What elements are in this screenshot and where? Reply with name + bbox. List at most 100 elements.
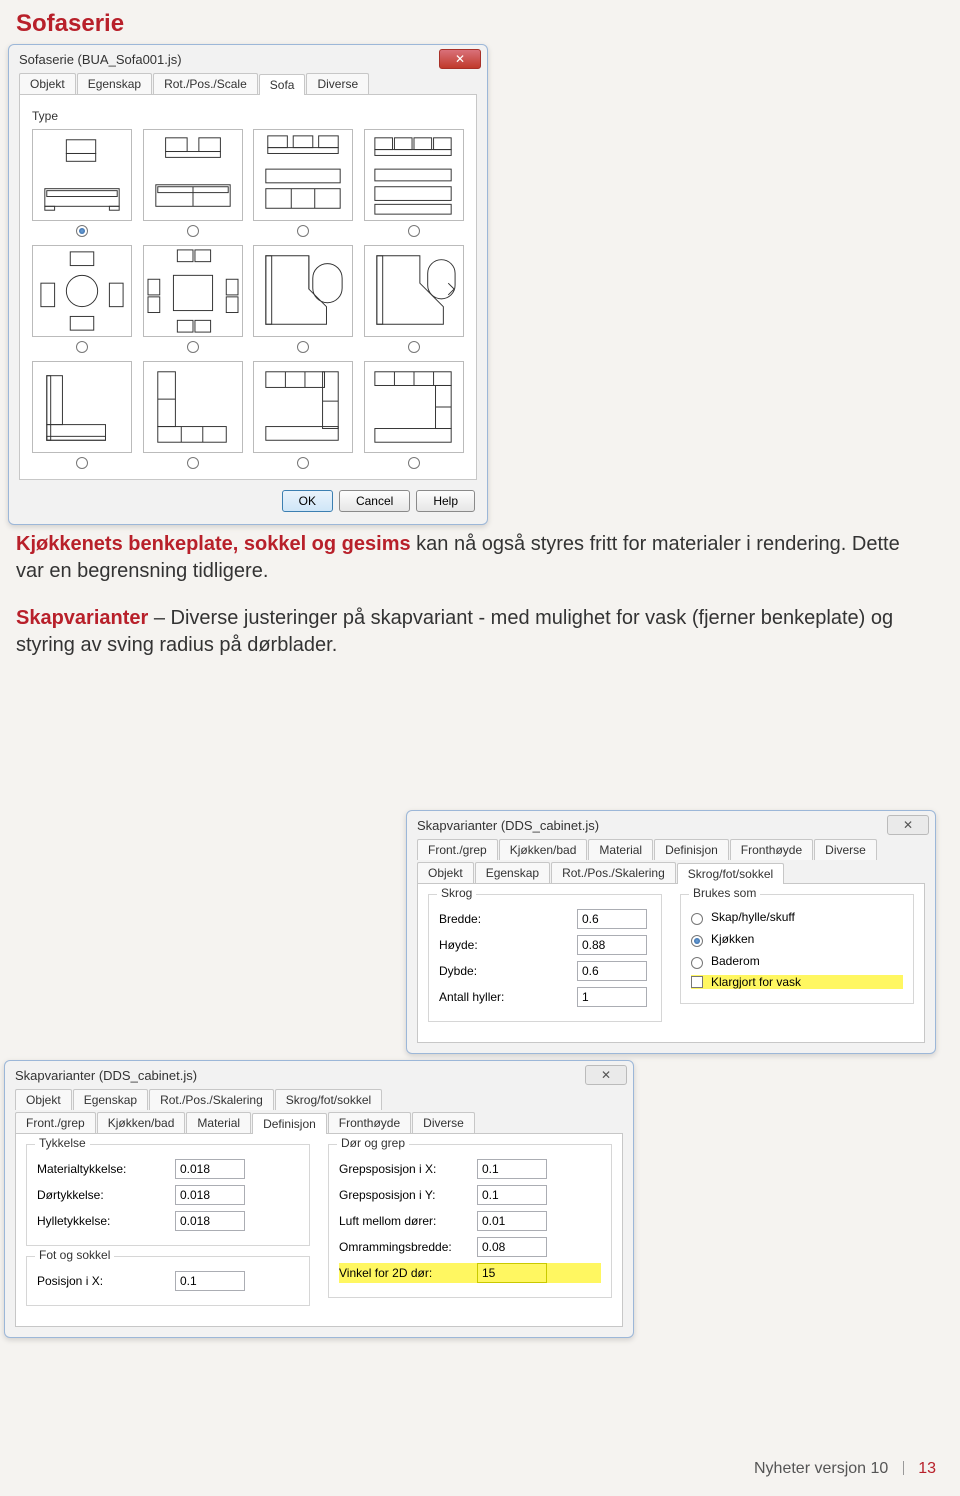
close-button[interactable]: ✕ — [887, 815, 929, 835]
tab-skrog-fot-sokkel[interactable]: Skrog/fot/sokkel — [275, 1089, 382, 1110]
tab-objekt[interactable]: Objekt — [15, 1089, 72, 1110]
skapvarianter-definisjon-dialog: Skapvarianter (DDS_cabinet.js) ✕ Objekt … — [4, 1060, 634, 1338]
tab-objekt[interactable]: Objekt — [417, 862, 474, 883]
window-title: Skapvarianter (DDS_cabinet.js) — [417, 818, 599, 833]
ok-button[interactable]: OK — [282, 490, 333, 512]
input-grepsposisjon-y[interactable] — [477, 1185, 547, 1205]
tab-kjokken-bad[interactable]: Kjøkken/bad — [97, 1112, 186, 1133]
tab-rotposskal[interactable]: Rot./Pos./Skalering — [149, 1089, 274, 1110]
tab-objekt[interactable]: Objekt — [19, 73, 76, 94]
sofa-type-option[interactable] — [30, 245, 135, 353]
sofa-type-option[interactable] — [362, 245, 467, 353]
input-antall-hyller[interactable] — [577, 987, 647, 1007]
input-hoyde[interactable] — [577, 935, 647, 955]
label-luft-mellom-dorer: Luft mellom dører: — [339, 1214, 469, 1228]
tab-egenskap[interactable]: Egenskap — [77, 73, 152, 94]
tab-egenskap[interactable]: Egenskap — [73, 1089, 148, 1110]
tab-diverse[interactable]: Diverse — [814, 839, 877, 860]
sofa-panel: Type — [19, 94, 477, 480]
label-kjokken: Kjøkken — [711, 932, 754, 946]
tab-diverse[interactable]: Diverse — [306, 73, 369, 94]
radio-skap[interactable] — [691, 913, 703, 925]
skapvarianter-skrog-dialog: Skapvarianter (DDS_cabinet.js) ✕ Front./… — [406, 810, 936, 1054]
sofa-type-option[interactable] — [141, 245, 246, 353]
label-grepsposisjon-x: Grepsposisjon i X: — [339, 1162, 469, 1176]
tab-egenskap[interactable]: Egenskap — [475, 862, 550, 883]
group-fot-sokkel: Fot og sokkel Posisjon i X: — [26, 1256, 310, 1306]
label-vinkel-2d-dor: Vinkel for 2D dør: — [339, 1266, 469, 1280]
radio[interactable] — [76, 457, 88, 469]
legend: Brukes som — [689, 886, 760, 900]
close-icon: ✕ — [601, 1068, 611, 1082]
radio[interactable] — [297, 225, 309, 237]
sofa-type-option[interactable] — [141, 361, 246, 469]
radio[interactable] — [76, 225, 88, 237]
radio[interactable] — [297, 457, 309, 469]
cancel-button[interactable]: Cancel — [339, 490, 410, 512]
radio[interactable] — [297, 341, 309, 353]
sofa-type-option[interactable] — [30, 361, 135, 469]
label-materialtykkelse: Materialtykkelse: — [37, 1162, 167, 1176]
label-skap: Skap/hylle/skuff — [711, 910, 795, 924]
tab-fronthoyde[interactable]: Fronthøyde — [730, 839, 813, 860]
sofa-type-option[interactable] — [362, 129, 467, 237]
window-title: Skapvarianter (DDS_cabinet.js) — [15, 1068, 197, 1083]
footer-text: Nyheter versjon 10 — [754, 1460, 888, 1477]
tab-material[interactable]: Material — [588, 839, 653, 860]
tab-rotposscale[interactable]: Rot./Pos./Scale — [153, 73, 258, 94]
input-omrammingsbredde[interactable] — [477, 1237, 547, 1257]
label-hoyde: Høyde: — [439, 938, 569, 952]
legend: Tykkelse — [35, 1136, 90, 1150]
dialog-buttons: OK Cancel Help — [9, 490, 487, 524]
input-bredde[interactable] — [577, 909, 647, 929]
tab-sofa[interactable]: Sofa — [259, 74, 306, 95]
tab-front-grep[interactable]: Front./grep — [417, 839, 498, 860]
input-dortykkelse[interactable] — [175, 1185, 245, 1205]
tab-rotposskal[interactable]: Rot./Pos./Skalering — [551, 862, 676, 883]
titlebar: Skapvarianter (DDS_cabinet.js) ✕ — [5, 1061, 633, 1089]
heading-sofaserie: Sofaserie — [0, 0, 960, 44]
input-vinkel-2d-dor[interactable] — [477, 1263, 547, 1283]
input-hylletykkelse[interactable] — [175, 1211, 245, 1231]
input-materialtykkelse[interactable] — [175, 1159, 245, 1179]
label-baderom: Baderom — [711, 954, 760, 968]
input-grepsposisjon-x[interactable] — [477, 1159, 547, 1179]
tab-skrog-fot-sokkel[interactable]: Skrog/fot/sokkel — [677, 863, 784, 884]
tab-diverse[interactable]: Diverse — [412, 1112, 475, 1133]
radio[interactable] — [187, 341, 199, 353]
help-button[interactable]: Help — [416, 490, 475, 512]
radio[interactable] — [408, 225, 420, 237]
radio[interactable] — [408, 457, 420, 469]
tab-kjokken-bad[interactable]: Kjøkken/bad — [499, 839, 588, 860]
radio[interactable] — [187, 457, 199, 469]
sofa-type-option[interactable] — [251, 361, 356, 469]
label-bredde: Bredde: — [439, 912, 569, 926]
sofa-type-option[interactable] — [362, 361, 467, 469]
close-icon: ✕ — [455, 52, 465, 66]
sofa-type-option[interactable] — [251, 129, 356, 237]
close-button[interactable]: ✕ — [585, 1065, 627, 1085]
input-luft-mellom-dorer[interactable] — [477, 1211, 547, 1231]
checkbox-klargjort-vask[interactable] — [691, 976, 703, 988]
input-posisjon-x[interactable] — [175, 1271, 245, 1291]
sofa-type-option[interactable] — [141, 129, 246, 237]
sofa-type-option[interactable] — [30, 129, 135, 237]
radio-kjokken[interactable] — [691, 935, 703, 947]
window-title: Sofaserie (BUA_Sofa001.js) — [19, 52, 182, 67]
tab-fronthoyde[interactable]: Fronthøyde — [328, 1112, 411, 1133]
radio[interactable] — [187, 225, 199, 237]
tab-material[interactable]: Material — [186, 1112, 251, 1133]
tab-definisjon[interactable]: Definisjon — [654, 839, 729, 860]
radio-baderom[interactable] — [691, 957, 703, 969]
close-button[interactable]: ✕ — [439, 49, 481, 69]
legend: Fot og sokkel — [35, 1248, 114, 1262]
definisjon-panel: Tykkelse Materialtykkelse: Dørtykkelse: … — [15, 1133, 623, 1327]
sofa-type-option[interactable] — [251, 245, 356, 353]
input-dybde[interactable] — [577, 961, 647, 981]
tab-definisjon[interactable]: Definisjon — [252, 1113, 327, 1134]
radio[interactable] — [408, 341, 420, 353]
tab-front-grep[interactable]: Front./grep — [15, 1112, 96, 1133]
label-omrammingsbredde: Omrammingsbredde: — [339, 1240, 469, 1254]
label-grepsposisjon-y: Grepsposisjon i Y: — [339, 1188, 469, 1202]
radio[interactable] — [76, 341, 88, 353]
